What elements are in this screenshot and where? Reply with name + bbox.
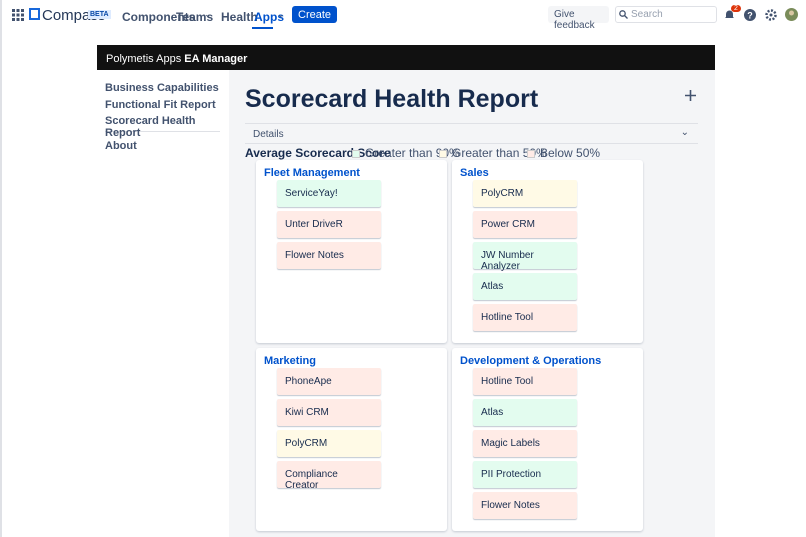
legend-label: Greater than 90% bbox=[365, 146, 460, 160]
details-label: Details bbox=[253, 129, 284, 140]
details-toggle[interactable]: Details ⌄ bbox=[245, 123, 698, 144]
search-box[interactable]: Search bbox=[615, 6, 717, 23]
app-tile[interactable]: ServiceYay! bbox=[277, 180, 381, 207]
app-container: Polymetis Apps EA Manager About Business… bbox=[97, 45, 715, 537]
beta-badge: BETA bbox=[88, 10, 111, 19]
chevron: ⌄ bbox=[204, 9, 212, 19]
app-name: EA Manager bbox=[184, 53, 248, 65]
app-tile[interactable]: Flower Notes bbox=[277, 242, 381, 269]
create-label: Create bbox=[298, 9, 332, 21]
settings-icon[interactable] bbox=[765, 9, 777, 21]
group-title[interactable]: Fleet Management bbox=[264, 167, 360, 179]
app-tile[interactable]: Power CRM bbox=[473, 211, 577, 238]
group-card: Development & Operations Hotline Tool Atla… bbox=[452, 348, 643, 531]
group-card: Marketing PhoneApe Kiwi CRM PolyCRM Complian… bbox=[256, 348, 447, 531]
nav-item[interactable]: Health bbox=[221, 10, 258, 24]
group-card: Fleet Management ServiceYay! Unter DriveR F… bbox=[256, 160, 447, 343]
app-tile[interactable]: Kiwi CRM bbox=[277, 399, 381, 426]
legend-swatch bbox=[439, 149, 447, 158]
app-tile[interactable]: Hotline Tool bbox=[473, 304, 577, 331]
sidebar-link[interactable]: Business Capabilities bbox=[105, 82, 219, 94]
nav-item[interactable]: Teams bbox=[176, 10, 214, 24]
divider bbox=[105, 131, 220, 132]
add-icon[interactable] bbox=[685, 90, 696, 101]
chevron: ⌄ bbox=[277, 9, 285, 19]
legend-label: Greater than 50% bbox=[452, 146, 547, 160]
nav-item[interactable]: Components bbox=[122, 10, 196, 24]
app-tile[interactable]: PolyCRM bbox=[277, 430, 381, 457]
logo-icon bbox=[29, 8, 40, 20]
legend-item: Greater than 90% bbox=[352, 146, 460, 160]
group-title[interactable]: Development & Operations bbox=[460, 355, 602, 367]
nav-item[interactable]: Apps bbox=[254, 10, 284, 24]
app-tile[interactable]: Magic Labels bbox=[473, 430, 577, 457]
app-tile[interactable]: PhoneApe bbox=[277, 368, 381, 395]
app-tile[interactable]: Compliance Creator bbox=[277, 461, 381, 491]
chevron: ⌄ bbox=[680, 127, 689, 138]
help-icon[interactable]: ? bbox=[744, 9, 756, 21]
app-tile[interactable]: PolyCRM bbox=[473, 180, 577, 207]
legend-swatch bbox=[527, 149, 535, 158]
app-switcher[interactable] bbox=[12, 9, 24, 21]
sidebar-link[interactable]: Scorecard Health Report bbox=[105, 115, 196, 139]
app-tile[interactable]: Atlas bbox=[473, 273, 577, 300]
active-underline bbox=[252, 27, 273, 29]
legend-item: Greater than 50% bbox=[439, 146, 547, 160]
notification-count: 2 bbox=[731, 5, 741, 12]
group-title[interactable]: Marketing bbox=[264, 355, 316, 367]
feedback-button[interactable]: Give feedback bbox=[548, 6, 609, 31]
create-button[interactable]: Create ⌄ bbox=[292, 6, 337, 34]
about-link[interactable]: About bbox=[105, 140, 137, 152]
app-tile[interactable]: Hotline Tool bbox=[473, 368, 577, 395]
legend-swatch bbox=[352, 149, 360, 158]
search-icon bbox=[619, 10, 628, 19]
page-title: Scorecard Health Report bbox=[245, 85, 539, 113]
sidebar-link[interactable]: Functional Fit Report bbox=[105, 98, 216, 111]
svg-text:?: ? bbox=[747, 11, 753, 21]
bell-icon[interactable] bbox=[724, 9, 735, 20]
avatar[interactable] bbox=[785, 8, 798, 21]
app-tile[interactable]: JW Number Analyzer bbox=[473, 242, 577, 272]
group-title[interactable]: Sales bbox=[460, 167, 489, 179]
app-tile[interactable]: Flower Notes bbox=[473, 492, 577, 519]
app-tile[interactable]: Atlas bbox=[473, 399, 577, 426]
sidebar: About Business Capabilities Functional Fi… bbox=[97, 70, 229, 537]
app-header: Polymetis Apps EA Manager bbox=[97, 45, 715, 70]
vendor: Polymetis Apps bbox=[106, 53, 182, 65]
group-card: Sales PolyCRM Power CRM JW Number Analyzer A… bbox=[452, 160, 643, 343]
app-tile[interactable]: PII Protection bbox=[473, 461, 577, 488]
search-placeholder: Search bbox=[631, 9, 663, 20]
legend-label: Below 50% bbox=[540, 146, 601, 160]
app-tile[interactable]: Unter DriveR bbox=[277, 211, 381, 238]
legend-item: Below 50% bbox=[527, 146, 600, 160]
